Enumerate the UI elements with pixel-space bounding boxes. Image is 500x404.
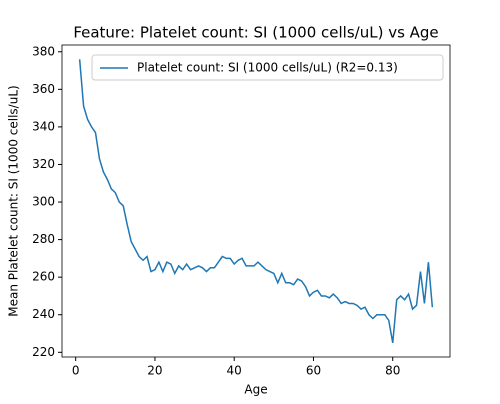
x-tick-label: 60 [306, 364, 321, 378]
line-series [78, 59, 434, 344]
x-axis-label: Age [244, 383, 267, 397]
y-tick-label: 360 [32, 82, 55, 96]
legend-box [91, 54, 444, 81]
y-tick-label: 280 [32, 232, 55, 246]
x-tick-label: 80 [385, 364, 400, 378]
x-tick-label: 40 [227, 364, 242, 378]
y-tick-label: 260 [32, 270, 55, 284]
legend-label: Platelet count: SI (1000 cells/uL) (R2=0… [137, 61, 398, 75]
y-tick-label: 300 [32, 195, 55, 209]
x-tick-label: 20 [147, 364, 162, 378]
x-tick-label: 0 [72, 364, 80, 378]
y-tick-label: 340 [32, 119, 55, 133]
y-tick-label: 240 [32, 307, 55, 321]
chart-title: Feature: Platelet count: SI (1000 cells/… [73, 24, 438, 42]
y-axis-label: Mean Platelet count: SI (1000 cells/uL) [7, 85, 21, 316]
plot-frame [61, 44, 451, 358]
y-tick-label: 220 [32, 345, 55, 359]
y-tick-label: 320 [32, 157, 55, 171]
y-tick-label: 380 [32, 44, 55, 58]
